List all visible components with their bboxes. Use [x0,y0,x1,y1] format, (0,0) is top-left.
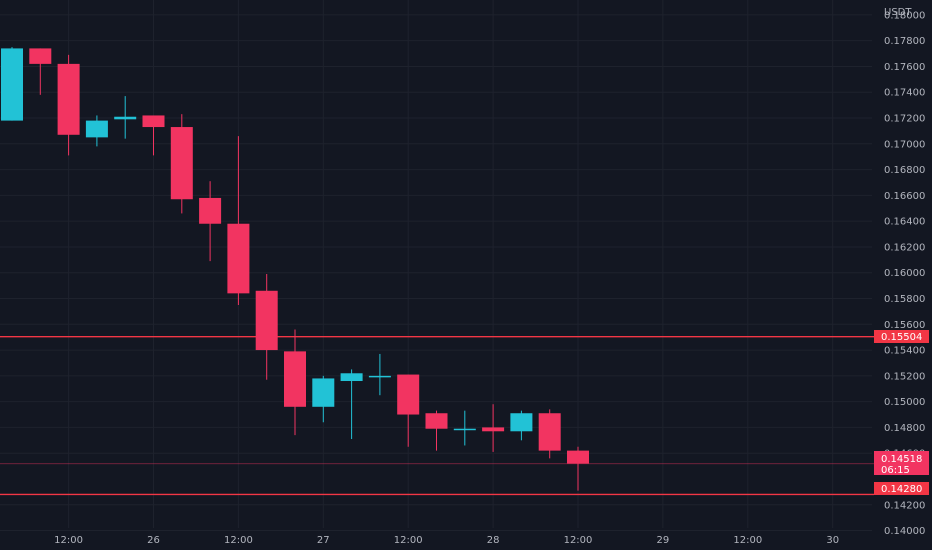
candle-body [255,290,278,351]
candle-2 [57,54,80,156]
candle-body [29,48,52,64]
candle-body [114,116,137,120]
candle-body [57,63,80,135]
candle-body [397,374,420,415]
y-tick-label: 0.16400 [884,217,925,228]
candle-body [1,48,23,121]
candle-16 [453,410,476,446]
tag-current-price: 0.14518 [881,454,922,465]
candle-18 [510,410,533,441]
x-tick-label: 29 [657,535,670,546]
candle-body [510,413,533,432]
y-tick-label: 0.14000 [884,526,925,537]
candle-9 [255,274,278,380]
candle-body [170,127,193,200]
grid [0,0,872,532]
price-tags: 0.15504 0.14518 06:15 0.14280 [874,330,929,495]
y-tick-label: 0.14200 [884,500,925,511]
candle-12 [340,369,363,440]
candle-14 [397,374,420,447]
candle-5 [142,115,165,156]
y-tick-label: 0.15000 [884,397,925,408]
candle-body [85,120,108,138]
x-tick-label: 12:00 [54,535,83,546]
candle-13 [368,353,391,396]
y-tick-label: 0.15400 [884,346,925,357]
tag-level-upper-bg [874,330,929,343]
y-tick-label: 0.14800 [884,423,925,434]
candle-0 [1,47,23,121]
candle-body [453,428,476,431]
y-tick-label: 0.16800 [884,165,925,176]
candle-body [199,197,222,224]
candle-11 [312,375,335,423]
candle-body [567,450,589,464]
x-tick-label: 12:00 [564,535,593,546]
x-tick-label: 27 [317,535,330,546]
y-tick-label: 0.17200 [884,114,925,125]
x-tick-label: 12:00 [224,535,253,546]
tag-level-upper: 0.15504 [881,332,922,343]
candle-body [482,427,505,432]
x-tick-label: 28 [487,535,500,546]
tag-level-lower: 0.14280 [881,484,922,495]
candle-body [142,115,165,128]
x-tick-label: 12:00 [733,535,762,546]
x-tick-label: 30 [826,535,839,546]
candle-10 [284,329,306,436]
candle-body [340,373,363,382]
y-tick-label: 0.15600 [884,320,925,331]
candle-15 [425,410,448,451]
candle-body [368,375,391,378]
horizontal-levels[interactable] [0,335,874,496]
y-tick-label: 0.16600 [884,191,925,202]
y-tick-label: 0.17800 [884,36,925,47]
y-tick-label: 0.17400 [884,88,925,99]
candle-8 [227,136,250,305]
y-tick-label: 0.15800 [884,294,925,305]
y-tick-label: 0.18000 [884,10,925,21]
candle-body [538,413,561,451]
candle-body [425,413,448,429]
axis-currency-label: USDT [884,7,912,18]
tag-countdown: 06:15 [881,465,910,476]
tag-current-price-bg [874,451,929,475]
y-tick-label: 0.15200 [884,371,925,382]
candle-body [284,351,306,407]
candle-body [312,378,335,407]
candle-body [227,223,250,294]
candle-1 [29,48,52,95]
time-axis[interactable]: 12:00 26 12:00 27 12:00 28 12:00 29 12:00 30 [54,535,839,546]
candle-4 [114,96,137,139]
y-tick-label: 0.16200 [884,242,925,253]
candle-20 [567,446,589,491]
candle-3 [85,115,108,147]
candle-19 [538,409,561,459]
candle-6 [170,114,193,214]
x-tick-label: 26 [147,535,160,546]
candle-17 [482,404,505,452]
tag-level-lower-bg [874,482,929,495]
y-tick-label: 0.17600 [884,62,925,73]
candle-7 [199,181,222,262]
y-tick-label: 0.17000 [884,139,925,150]
x-tick-label: 12:00 [394,535,423,546]
y-tick-label: 0.16000 [884,268,925,279]
candles [1,47,589,491]
